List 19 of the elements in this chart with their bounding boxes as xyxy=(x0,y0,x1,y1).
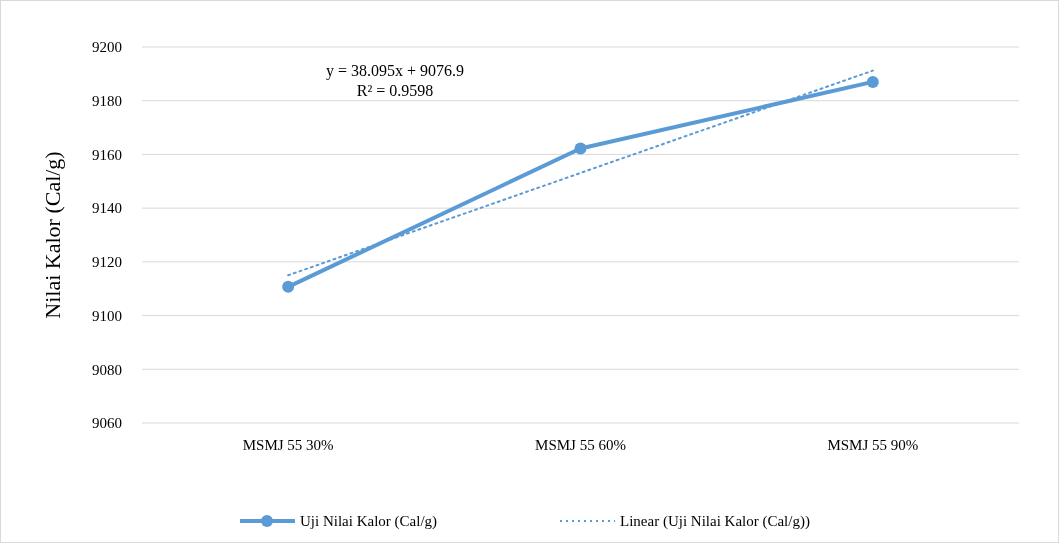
x-tick-label: MSMJ 55 30% xyxy=(242,437,334,453)
legend-label: Uji Nilai Kalor (Cal/g) xyxy=(300,513,438,531)
x-tick-label: MSMJ 55 60% xyxy=(535,437,626,453)
point xyxy=(282,280,295,293)
y-tick-label: 9160 xyxy=(92,146,122,163)
y-tick-label: 9060 xyxy=(92,415,122,432)
y-tick-label: 9120 xyxy=(92,254,122,271)
y-tick-label: 9140 xyxy=(92,200,122,217)
x-tick-label: MSMJ 55 90% xyxy=(827,437,919,453)
y-tick-label: 9080 xyxy=(92,361,122,378)
point xyxy=(574,142,587,155)
annotation: R² = 0.9598 xyxy=(356,82,434,99)
annotation: y = 38.095x + 9076.9 xyxy=(325,62,465,80)
y-tick-label: 9180 xyxy=(92,92,122,109)
legend-label: Linear (Uji Nilai Kalor (Cal/g)) xyxy=(620,513,810,531)
y-tick-label: 9200 xyxy=(92,39,122,56)
y-tick-label: 9100 xyxy=(92,307,122,324)
point xyxy=(866,75,879,88)
y-axis-title: Nilai Kalor (Cal/g) xyxy=(40,151,65,319)
